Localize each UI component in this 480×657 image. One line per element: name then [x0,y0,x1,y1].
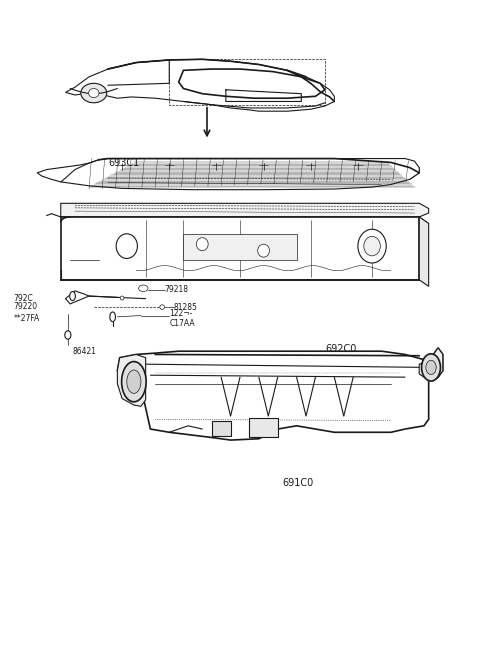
Polygon shape [419,348,443,380]
Polygon shape [183,235,297,260]
Ellipse shape [421,354,441,381]
Ellipse shape [364,237,380,256]
Text: 79220: 79220 [13,302,38,311]
Bar [250,418,278,438]
Text: 86421: 86421 [72,347,96,355]
Polygon shape [419,217,429,286]
Text: 691C0: 691C0 [282,478,314,488]
Ellipse shape [121,361,146,402]
Polygon shape [61,217,429,223]
Ellipse shape [81,83,107,102]
Ellipse shape [160,305,165,309]
Ellipse shape [139,285,148,292]
Ellipse shape [127,370,141,394]
Ellipse shape [65,330,71,339]
Polygon shape [212,420,230,436]
Ellipse shape [426,360,436,374]
Ellipse shape [258,244,269,257]
Polygon shape [118,348,443,440]
Polygon shape [61,217,419,280]
Text: 693C1: 693C1 [108,158,139,168]
Polygon shape [61,203,429,217]
Ellipse shape [70,292,75,301]
Text: 692C0: 692C0 [325,344,356,354]
Polygon shape [61,158,419,190]
Ellipse shape [120,296,124,300]
Ellipse shape [89,89,99,98]
Polygon shape [179,69,325,99]
Text: 122¬-: 122¬- [169,309,192,318]
Polygon shape [118,354,145,406]
Ellipse shape [358,229,386,263]
Polygon shape [65,59,335,111]
Ellipse shape [196,238,208,251]
Text: 81285: 81285 [174,303,198,311]
Text: C17AA: C17AA [169,319,195,328]
Text: 792C: 792C [13,294,33,302]
Text: 79218: 79218 [165,285,189,294]
Ellipse shape [110,312,116,322]
Text: **27FA: **27FA [13,313,40,323]
Ellipse shape [116,234,137,258]
